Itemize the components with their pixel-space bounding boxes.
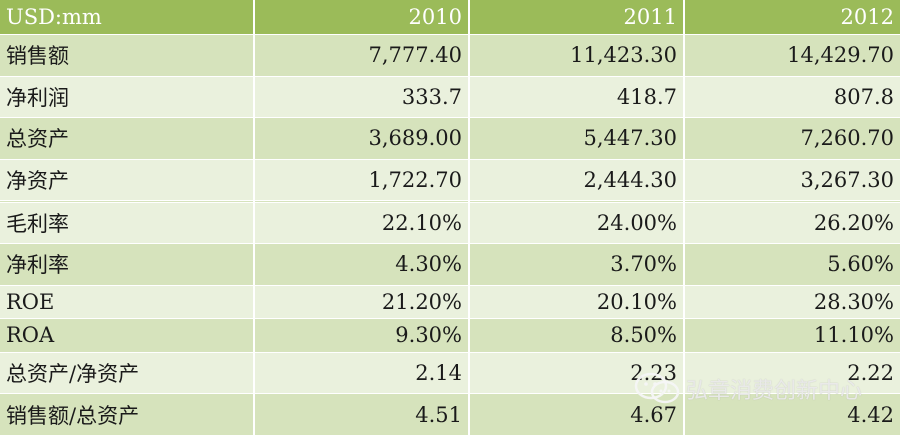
cell-value: 2.14: [255, 352, 470, 395]
cell-value: [685, 201, 900, 203]
table-row: 毛利率 22.10% 24.00% 26.20%: [0, 202, 900, 245]
cell-value: 11.10%: [685, 319, 900, 353]
table-row: 净资产 1,722.70 2,444.30 3,267.30: [0, 159, 900, 202]
row-label: 净利润: [0, 76, 255, 119]
spacer-row: [0, 201, 900, 203]
cell-value: 418.7: [470, 76, 685, 119]
cell-value: 14,429.70: [685, 35, 900, 77]
table-row: ROA 9.30% 8.50% 11.10%: [0, 319, 900, 353]
cell-value: 7,777.40: [255, 35, 470, 77]
cell-value: 4.67: [470, 394, 685, 436]
row-label: [0, 201, 255, 203]
row-label: 总资产: [0, 118, 255, 160]
cell-value: 3,689.00: [255, 118, 470, 160]
row-label: ROA: [0, 319, 255, 353]
cell-value: 1,722.70: [255, 159, 470, 202]
table-row: 总资产 3,689.00 5,447.30 7,260.70: [0, 118, 900, 160]
cell-value: 4.42: [685, 394, 900, 436]
cell-value: 7,260.70: [685, 118, 900, 160]
table-row: 销售额/总资产 4.51 4.67 4.42: [0, 394, 900, 436]
row-label: 净资产: [0, 159, 255, 202]
cell-value: [470, 201, 685, 203]
cell-value: 26.20%: [685, 202, 900, 245]
row-label: 销售额/总资产: [0, 394, 255, 436]
unit-label: USD:mm: [0, 0, 255, 35]
row-label: ROE: [0, 285, 255, 320]
year-header-2010: 2010: [255, 0, 470, 35]
row-label: 销售额: [0, 35, 255, 77]
cell-value: 11,423.30: [470, 35, 685, 77]
cell-value: 4.30%: [255, 244, 470, 286]
cell-value: 2.23: [470, 352, 685, 395]
cell-value: 3.70%: [470, 244, 685, 286]
table-row: 总资产/净资产 2.14 2.23 2.22: [0, 352, 900, 395]
table-header-row: USD:mm 2010 2011 2012: [0, 0, 900, 35]
row-label: 总资产/净资产: [0, 352, 255, 395]
cell-value: 20.10%: [470, 285, 685, 320]
table-row: 净利润 333.7 418.7 807.8: [0, 76, 900, 119]
cell-value: 21.20%: [255, 285, 470, 320]
cell-value: 5.60%: [685, 244, 900, 286]
cell-value: 9.30%: [255, 319, 470, 353]
cell-value: [255, 201, 470, 203]
table-row: 销售额 7,777.40 11,423.30 14,429.70: [0, 35, 900, 77]
cell-value: 24.00%: [470, 202, 685, 245]
cell-value: 5,447.30: [470, 118, 685, 160]
table-row: 净利率 4.30% 3.70% 5.60%: [0, 244, 900, 286]
cell-value: 333.7: [255, 76, 470, 119]
cell-value: 2.22: [685, 352, 900, 395]
row-label: 毛利率: [0, 202, 255, 245]
cell-value: 2,444.30: [470, 159, 685, 202]
year-header-2011: 2011: [470, 0, 685, 35]
cell-value: 3,267.30: [685, 159, 900, 202]
table-row: ROE 21.20% 20.10% 28.30%: [0, 285, 900, 320]
row-label: 净利率: [0, 244, 255, 286]
cell-value: 8.50%: [470, 319, 685, 353]
cell-value: 807.8: [685, 76, 900, 119]
year-header-2012: 2012: [685, 0, 900, 35]
cell-value: 22.10%: [255, 202, 470, 245]
cell-value: 28.30%: [685, 285, 900, 320]
cell-value: 4.51: [255, 394, 470, 436]
